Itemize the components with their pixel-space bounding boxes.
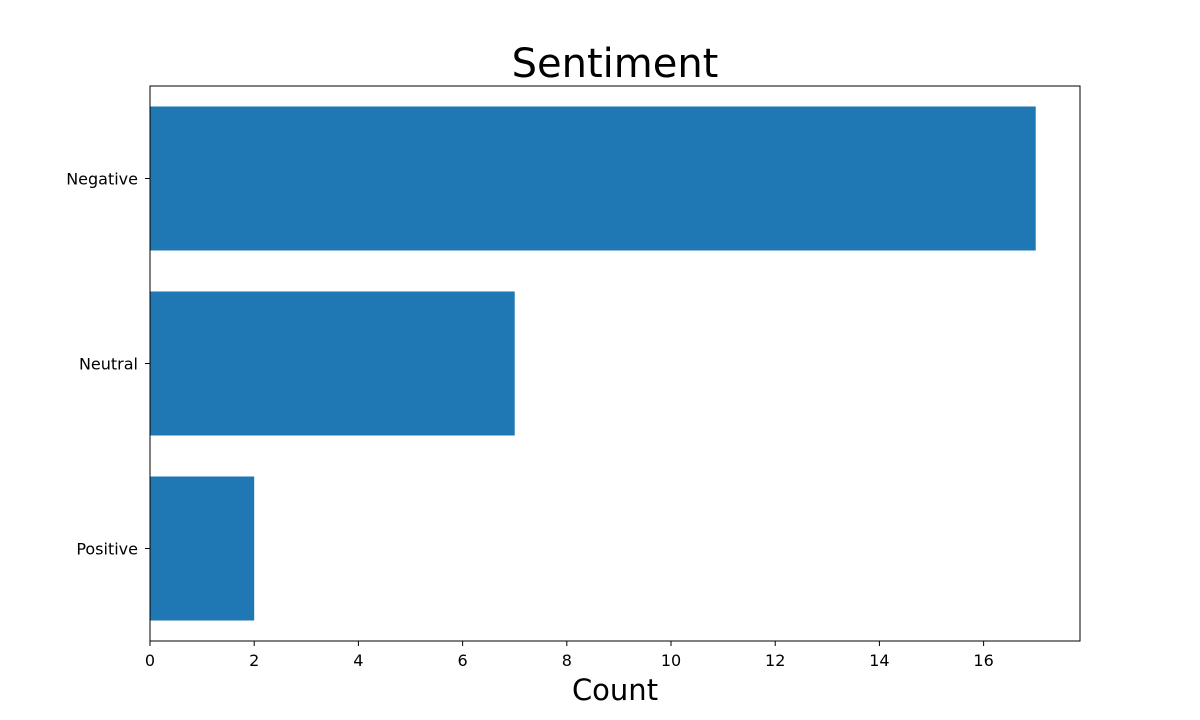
bar-negative bbox=[150, 106, 1036, 251]
x-tick-label: 16 bbox=[973, 651, 993, 670]
x-axis: 0 2 4 6 8 10 12 14 16 bbox=[145, 641, 994, 670]
x-tick-label: 12 bbox=[765, 651, 785, 670]
y-axis: Negative Neutral Positive bbox=[66, 170, 150, 559]
y-tick-label: Negative bbox=[66, 170, 138, 189]
x-axis-label: Count bbox=[572, 673, 658, 707]
x-tick-label: 2 bbox=[249, 651, 259, 670]
bar-positive bbox=[150, 476, 255, 621]
y-tick-label: Positive bbox=[76, 540, 138, 559]
y-tick-label: Neutral bbox=[79, 355, 138, 374]
x-tick-label: 8 bbox=[562, 651, 572, 670]
chart-title: Sentiment bbox=[512, 41, 719, 87]
bar-neutral bbox=[150, 291, 515, 436]
x-tick-label: 4 bbox=[353, 651, 363, 670]
x-tick-label: 6 bbox=[458, 651, 468, 670]
bars-group bbox=[150, 106, 1036, 621]
x-tick-label: 10 bbox=[661, 651, 681, 670]
x-tick-label: 0 bbox=[145, 651, 155, 670]
x-tick-label: 14 bbox=[869, 651, 889, 670]
